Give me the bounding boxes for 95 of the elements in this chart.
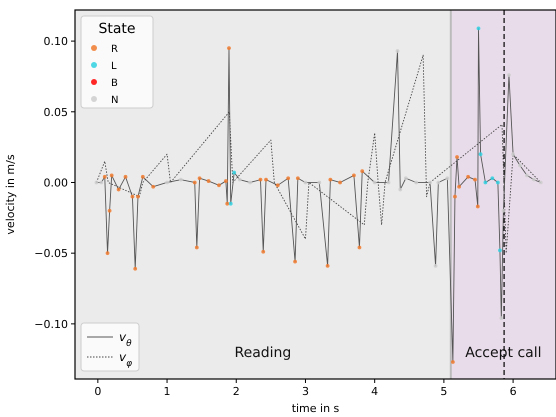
point	[453, 194, 457, 199]
point	[338, 180, 342, 184]
point	[276, 183, 280, 188]
point	[476, 204, 480, 208]
point	[293, 260, 297, 264]
point	[466, 174, 470, 179]
point	[238, 178, 242, 182]
point	[227, 46, 231, 50]
point	[473, 178, 477, 182]
point	[192, 180, 197, 184]
point	[317, 180, 322, 184]
point	[455, 155, 459, 159]
point	[140, 174, 145, 179]
point	[228, 202, 233, 206]
point	[372, 180, 377, 184]
point	[304, 180, 308, 184]
point	[498, 248, 502, 252]
y-tick-label: −0.10	[34, 318, 68, 331]
point	[261, 250, 266, 254]
point	[165, 180, 169, 184]
point	[286, 176, 290, 180]
point	[248, 180, 252, 184]
legend-label: v$_{θ}$	[119, 330, 132, 349]
point	[490, 176, 494, 180]
point	[224, 179, 228, 183]
point	[358, 246, 362, 250]
point	[360, 169, 364, 174]
x-tick-label: 5	[440, 385, 448, 398]
point	[502, 208, 506, 213]
point	[116, 188, 120, 192]
legend-label: v$_{φ}$	[119, 350, 132, 369]
point	[110, 174, 114, 178]
x-tick-label: 6	[510, 385, 517, 398]
point	[225, 202, 230, 206]
x-tick-label: 0	[94, 385, 102, 398]
point	[99, 180, 104, 184]
legend-label: R	[111, 44, 118, 55]
point	[178, 178, 183, 182]
point	[484, 180, 488, 184]
legend-title: State	[98, 21, 136, 37]
point	[525, 174, 529, 178]
point	[136, 194, 140, 199]
point	[232, 170, 236, 174]
y-tick-label: 0.00	[44, 176, 68, 190]
legend-label: L	[111, 61, 117, 72]
y-tick-label: 0.10	[44, 35, 68, 48]
point	[326, 264, 330, 268]
point	[450, 360, 455, 364]
point	[296, 176, 300, 180]
point	[404, 176, 408, 180]
line-series	[96, 54, 542, 254]
point	[518, 164, 522, 168]
x-tick-label: 3	[302, 385, 309, 398]
point	[532, 178, 536, 182]
point	[194, 246, 199, 250]
point	[499, 316, 504, 320]
y-tick-label: −0.05	[34, 247, 68, 260]
point	[511, 152, 515, 156]
point	[94, 180, 98, 184]
band-label: Reading	[234, 345, 292, 361]
point	[478, 152, 482, 156]
point	[217, 183, 221, 188]
point	[457, 184, 462, 189]
point	[428, 180, 432, 184]
point	[102, 174, 107, 179]
x-tick-label: 2	[232, 385, 240, 398]
x-tick-label: 4	[371, 385, 378, 398]
point	[538, 180, 543, 184]
legend-label: N	[111, 95, 118, 106]
point	[496, 180, 500, 184]
point	[414, 180, 418, 184]
point	[476, 26, 480, 30]
point	[352, 174, 356, 178]
point	[398, 188, 402, 192]
point	[108, 208, 112, 213]
legend-label: B	[111, 78, 118, 89]
x-axis-title: time in s	[292, 402, 340, 415]
point	[258, 178, 262, 182]
point	[264, 178, 268, 182]
point	[328, 178, 332, 182]
point	[133, 266, 138, 271]
y-axis-title: velocity in m/s	[4, 154, 17, 235]
point	[106, 251, 110, 256]
point	[436, 180, 440, 184]
point	[124, 174, 128, 179]
y-tick-label: 0.05	[44, 106, 68, 119]
point	[130, 194, 134, 199]
point	[445, 176, 450, 180]
x-tick-label: 1	[164, 385, 171, 398]
band-label: Accept call	[465, 345, 542, 361]
point	[206, 179, 210, 183]
point	[198, 176, 202, 180]
point	[386, 180, 390, 184]
point	[151, 184, 156, 189]
point	[434, 264, 438, 268]
